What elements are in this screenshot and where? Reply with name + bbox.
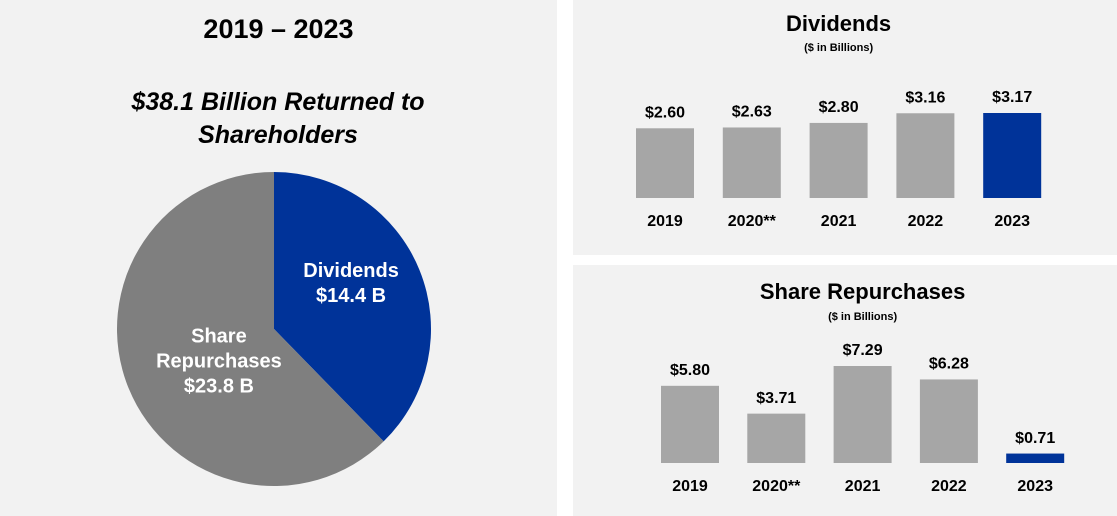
data-label: $2.80 — [819, 99, 859, 116]
data-label: $0.71 — [1015, 430, 1055, 447]
slice-value: $23.8 B — [183, 375, 254, 398]
x-tick-label: 2019 — [672, 478, 708, 495]
data-label: $3.16 — [905, 89, 945, 106]
data-label: $2.60 — [645, 105, 685, 122]
pie-slice — [116, 172, 384, 487]
x-tick-label: 2019 — [647, 213, 683, 230]
chart-subtitle: ($ in Billions) — [804, 42, 873, 54]
x-tick-label: 2020** — [728, 213, 777, 230]
chart-title: 2019 – 2023 — [203, 14, 354, 44]
bar — [833, 366, 892, 463]
slice-name: Dividends — [303, 259, 399, 282]
slice-value: $14.4 B — [316, 284, 387, 307]
bar — [809, 122, 868, 198]
bar — [919, 379, 978, 463]
bar — [722, 127, 781, 198]
x-tick-label: 2022 — [908, 213, 944, 230]
chart-title: Dividends — [786, 11, 891, 36]
x-tick-label: 2022 — [931, 478, 967, 495]
bar — [747, 413, 806, 463]
chart-subtitle: $38.1 Billion Returned to Shareholders — [131, 88, 425, 149]
data-label: $7.29 — [843, 342, 883, 359]
data-label: $3.17 — [992, 89, 1032, 106]
x-tick-label: 2021 — [845, 478, 881, 495]
slice-label: Share Repurchases $23.8 B — [154, 325, 284, 400]
chart-title: Share Repurchases — [760, 279, 965, 304]
data-label: $6.28 — [929, 356, 969, 373]
x-tick-label: 2020** — [752, 478, 801, 495]
slice-label: Dividends $14.4 B — [286, 259, 416, 309]
data-label: $2.63 — [732, 104, 772, 121]
data-label: $5.80 — [670, 362, 710, 379]
bar — [896, 113, 955, 198]
slice-name: Share Repurchases — [156, 325, 282, 373]
x-tick-label: 2023 — [1017, 478, 1053, 495]
bar — [1006, 453, 1065, 463]
bar — [983, 113, 1042, 198]
pie-slice — [274, 172, 431, 442]
chart-subtitle: ($ in Billions) — [828, 311, 897, 323]
bar — [661, 385, 719, 463]
data-label: $3.71 — [756, 390, 796, 407]
x-tick-label: 2021 — [821, 213, 857, 230]
bar — [636, 128, 694, 198]
x-tick-label: 2023 — [994, 213, 1030, 230]
